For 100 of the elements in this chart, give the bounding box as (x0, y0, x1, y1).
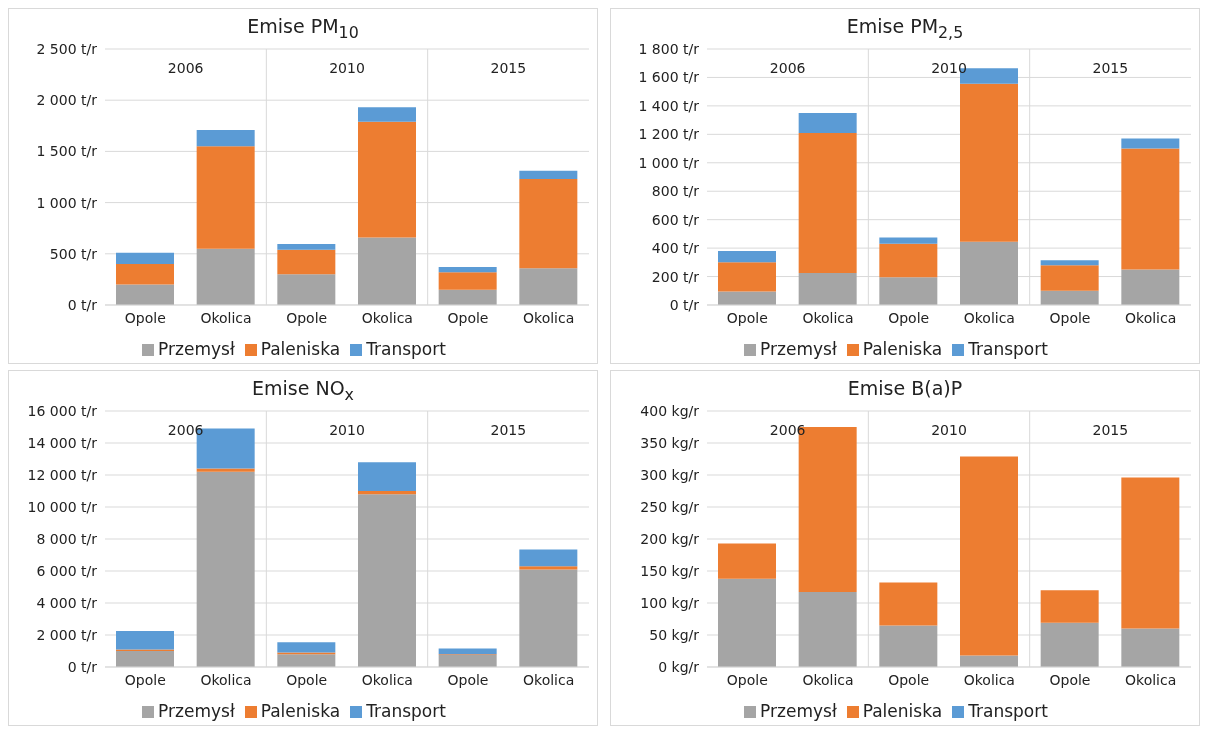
legend-label: Transport (968, 339, 1048, 359)
y-tick-label: 0 t/r (67, 296, 98, 313)
bar (718, 262, 776, 292)
y-tick-label: 2 000 t/r (36, 92, 98, 109)
legend-label: Transport (366, 339, 446, 359)
y-tick-label: 500 t/r (49, 245, 98, 262)
bar (519, 268, 578, 305)
bar (358, 121, 416, 238)
x-tick-label: Okolica (802, 671, 854, 688)
y-tick-label: 250 kg/r (640, 498, 700, 515)
y-tick-label: 16 000 t/r (27, 402, 98, 419)
x-tick-label: Opole (888, 309, 930, 326)
bar (718, 250, 776, 263)
legend-label: Paleniska (260, 701, 341, 721)
y-tick-label: 14 000 t/r (27, 434, 98, 451)
bar (1040, 265, 1099, 291)
legend-label: Przemysł (158, 701, 235, 721)
y-tick-label: 4 000 t/r (36, 594, 98, 611)
y-tick-label: 2 000 t/r (36, 626, 98, 643)
y-tick-label: 10 000 t/r (27, 498, 98, 515)
legend-label: Przemysł (760, 701, 837, 721)
annotation: 2010 (329, 59, 365, 76)
bar (116, 264, 174, 285)
bar (960, 456, 1018, 656)
bar (718, 543, 776, 579)
y-tick-label: 400 kg/r (640, 402, 700, 419)
bar (116, 651, 174, 667)
bar (798, 132, 857, 273)
bar (879, 243, 938, 278)
bar (358, 107, 416, 122)
bar (1121, 628, 1180, 667)
chart-title: Emise PM$_{10}$ (247, 15, 359, 42)
bar (718, 291, 776, 305)
annotation: 2010 (329, 421, 365, 438)
bar (116, 252, 174, 265)
bar (798, 113, 857, 133)
x-tick-label: Opole (1049, 671, 1091, 688)
annotation: 2015 (490, 421, 527, 438)
x-tick-label: Opole (726, 671, 768, 688)
bar (438, 272, 497, 290)
chart-title: Emise B(a)P (847, 377, 963, 399)
x-tick-label: Okolica (963, 671, 1015, 688)
annotation: 2006 (769, 59, 806, 76)
chart-title: Emise NO$_{x}$ (252, 377, 354, 404)
x-tick-label: Opole (447, 671, 489, 688)
bar (196, 248, 255, 305)
bar (1121, 477, 1180, 629)
y-tick-label: 2 500 t/r (36, 40, 98, 57)
y-tick-label: 1 000 t/r (638, 154, 700, 171)
x-tick-label: Okolica (361, 671, 413, 688)
y-tick-label: 600 t/r (651, 211, 700, 228)
x-tick-label: Okolica (200, 671, 252, 688)
annotation: 2015 (490, 59, 527, 76)
legend-label: Paleniska (260, 339, 341, 359)
bar (519, 170, 578, 180)
bar (438, 648, 497, 655)
y-tick-label: 300 kg/r (640, 466, 700, 483)
y-tick-label: 6 000 t/r (36, 562, 98, 579)
x-tick-label: Opole (124, 671, 166, 688)
bar (798, 592, 857, 667)
bar (196, 146, 255, 249)
bar (277, 249, 336, 275)
bar (879, 277, 938, 305)
x-tick-label: Opole (1049, 309, 1091, 326)
x-tick-label: Okolica (523, 671, 575, 688)
legend-label: Przemysł (760, 339, 837, 359)
annotation: 2015 (1092, 421, 1129, 438)
y-tick-label: 1 200 t/r (638, 126, 700, 143)
bar (879, 625, 938, 667)
bar (798, 273, 857, 305)
bar (519, 566, 578, 570)
y-tick-label: 0 t/r (67, 658, 98, 675)
bar (1121, 138, 1180, 149)
y-tick-label: 350 kg/r (640, 434, 700, 451)
legend-label: Transport (366, 701, 446, 721)
y-tick-label: 8 000 t/r (36, 530, 98, 547)
bar (116, 631, 174, 650)
x-tick-label: Opole (124, 309, 166, 326)
bar (358, 491, 416, 495)
bar (277, 274, 336, 305)
annotation: 2006 (167, 59, 204, 76)
bar (196, 471, 255, 667)
y-tick-label: 50 kg/r (649, 626, 700, 643)
bar (879, 237, 938, 244)
bar (519, 569, 578, 667)
bar (718, 578, 776, 667)
annotation: 2010 (931, 421, 967, 438)
bar (519, 549, 578, 567)
y-tick-label: 200 t/r (651, 268, 700, 285)
bar (277, 654, 336, 667)
annotation: 2006 (167, 421, 204, 438)
bar (277, 642, 336, 653)
x-tick-label: Opole (286, 671, 328, 688)
bar (519, 179, 578, 269)
bar (879, 582, 938, 626)
x-tick-label: Okolica (963, 309, 1015, 326)
x-tick-label: Okolica (361, 309, 413, 326)
bar (1121, 148, 1180, 270)
x-tick-label: Okolica (1125, 671, 1177, 688)
y-tick-label: 100 kg/r (640, 594, 700, 611)
